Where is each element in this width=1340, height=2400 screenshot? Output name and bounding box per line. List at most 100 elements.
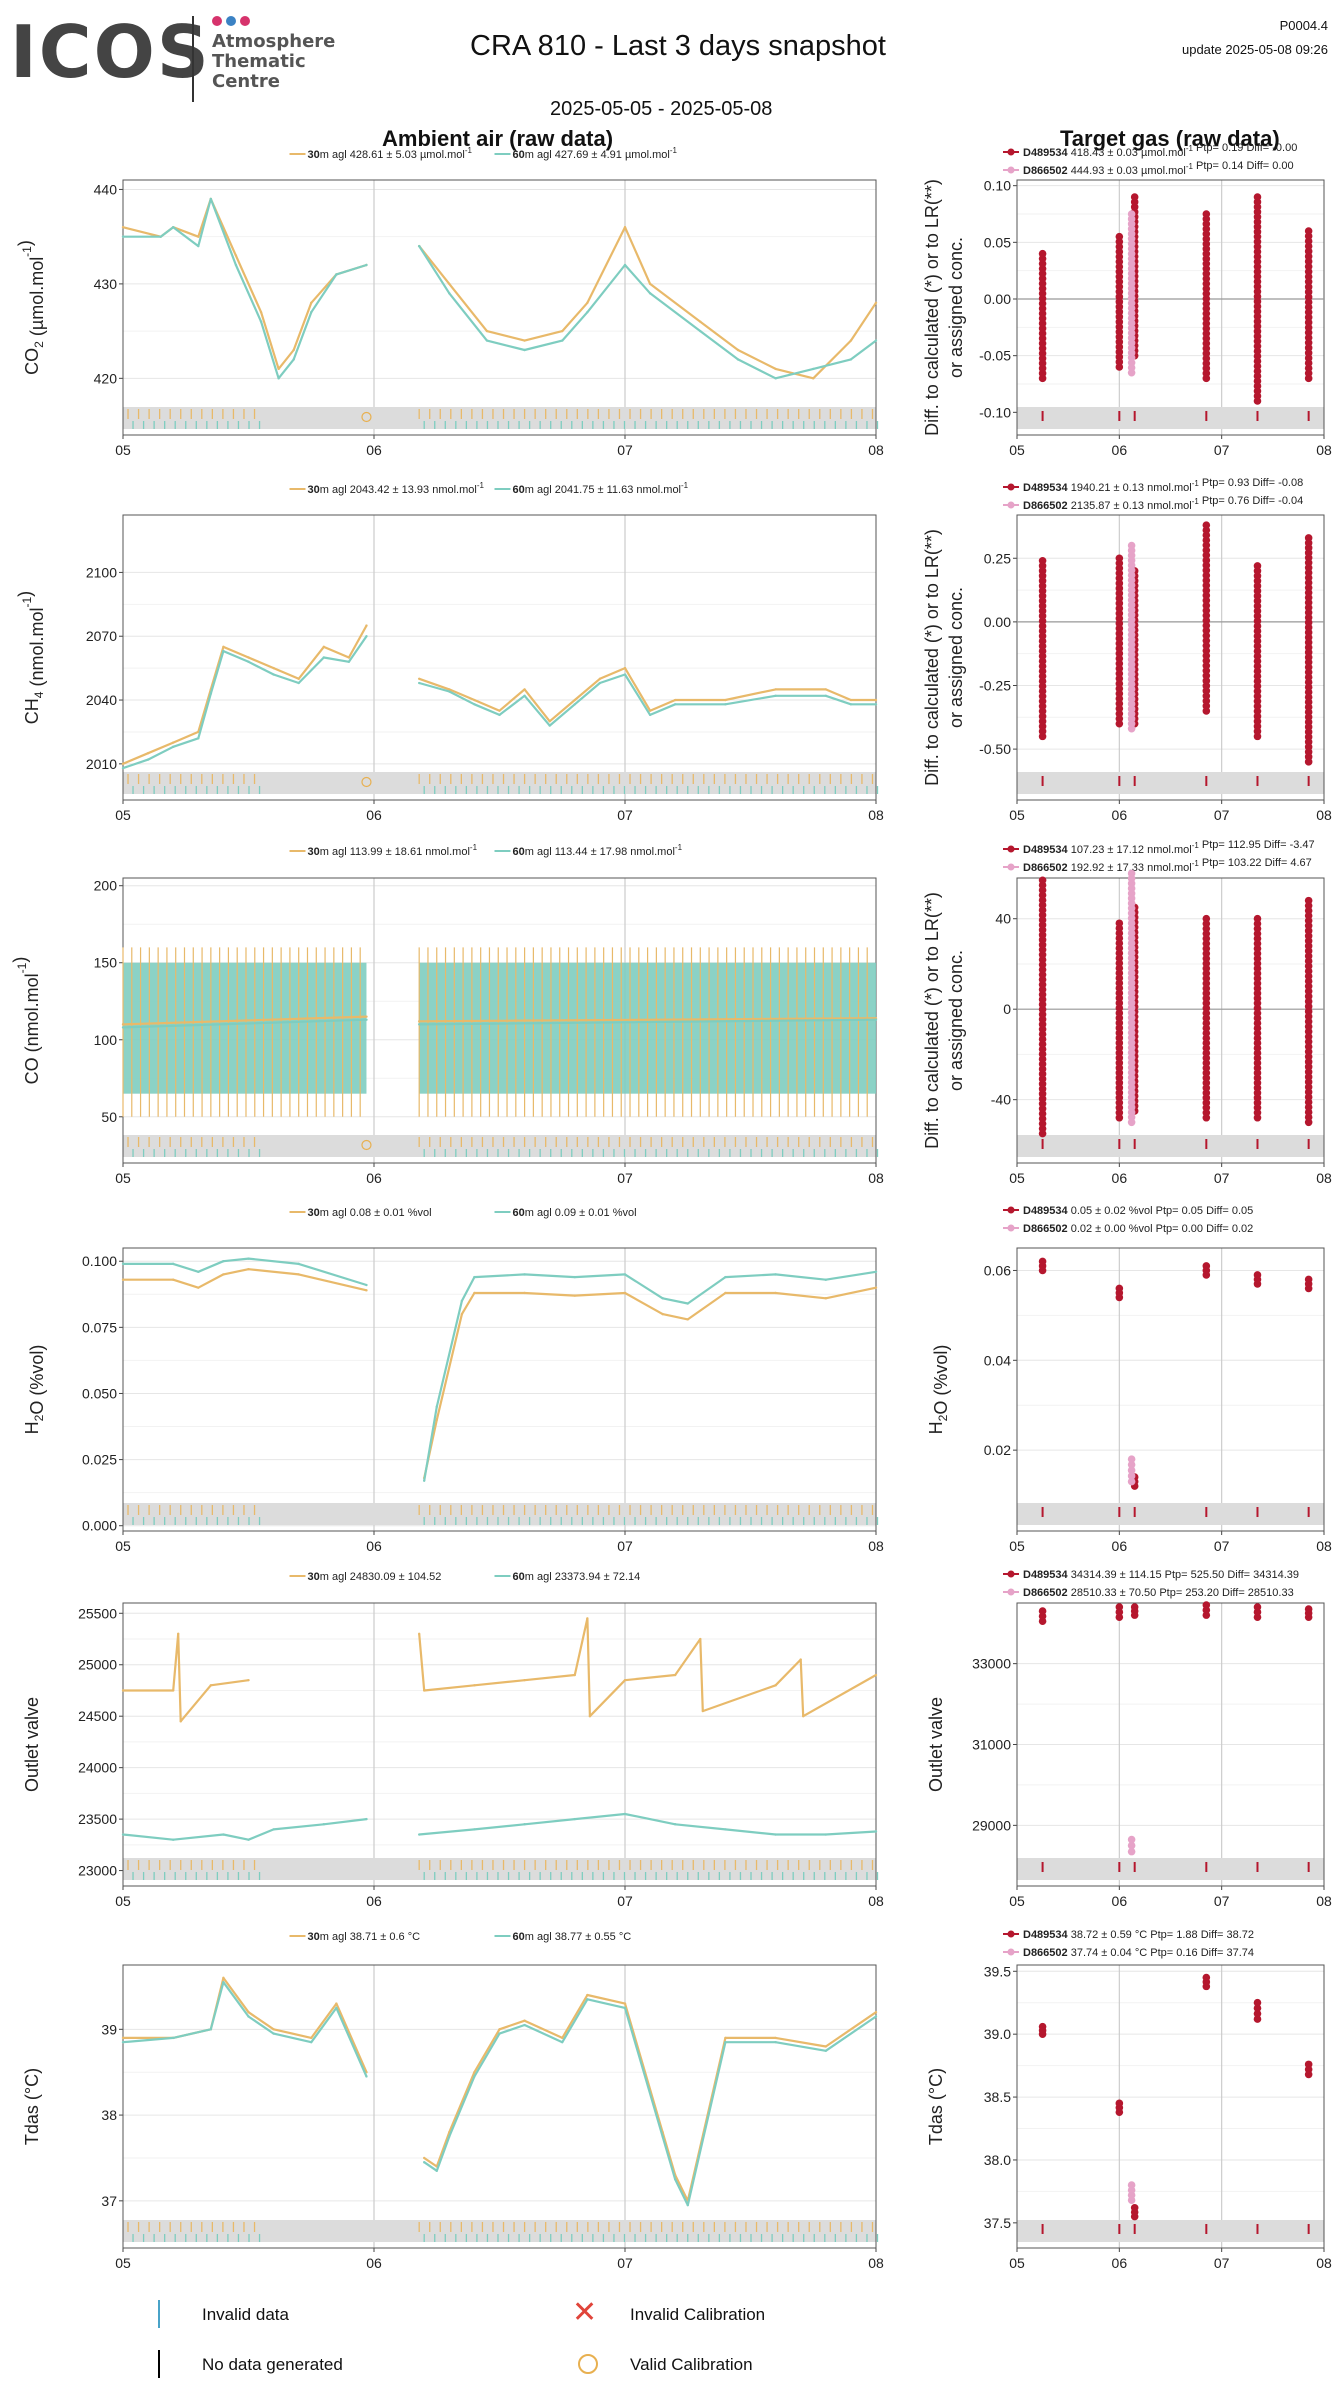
- data-point: [523, 1678, 526, 1682]
- data-point: [586, 1998, 589, 2001]
- data-point: [498, 2032, 501, 2035]
- data-point: [448, 690, 451, 693]
- y-tick-label: 0.00: [984, 291, 1011, 307]
- y-axis-label: Outlet valve: [22, 1697, 42, 1792]
- data-point: [586, 301, 589, 304]
- data-point: [222, 1980, 225, 1984]
- legend-entry: 30m agl 428.61 ± 5.03 µmol.mol-1: [308, 146, 473, 161]
- data-point: [774, 688, 777, 691]
- x-tick-label: 05: [115, 807, 131, 823]
- data-point: [561, 339, 564, 342]
- y-axis-label: H2O (%vol): [926, 1345, 951, 1435]
- data-point: [172, 745, 175, 749]
- flag-band: [1017, 2220, 1324, 2242]
- data-point: [824, 694, 827, 697]
- legend-entry: D866502 0.02 ± 0.00 %vol Ptp= 0.00 Diff=…: [1023, 1223, 1253, 1235]
- data-point: [874, 301, 878, 304]
- data-point: [365, 2075, 368, 2078]
- invalid-calibration-label: Invalid Calibration: [630, 2305, 766, 2324]
- legend-entry: D489534 107.23 ± 17.12 nmol.mol-1 Ptp= 1…: [1023, 839, 1315, 856]
- data-point: [172, 1838, 175, 1841]
- data-point: [222, 1976, 225, 1980]
- invalid-data-symbol: [158, 2300, 160, 2328]
- target-point: [1130, 2203, 1139, 2212]
- data-point: [222, 1833, 225, 1836]
- y-tick-label: 2070: [86, 628, 117, 644]
- data-point: [121, 1689, 125, 1692]
- data-point: [661, 1297, 664, 1300]
- x-tick-label: 07: [1214, 2255, 1230, 2271]
- y-tick-label: 0.00: [984, 614, 1011, 630]
- legend: 30m agl 113.99 ± 18.61 nmol.mol-1 60m agl…: [289, 843, 683, 858]
- y-tick-label: 40: [995, 911, 1011, 927]
- y-tick-label: -40: [991, 1092, 1011, 1108]
- data-point: [222, 1273, 225, 1276]
- series-line-30m-agl: [123, 1976, 877, 2202]
- chart-co_target: -40 0 40 05 06 07 08 Diff. to calculated (*) or…: [922, 839, 1332, 1186]
- y-tick-label: 0.000: [82, 1518, 117, 1534]
- data-point: [623, 1273, 627, 1276]
- data-point: [423, 2161, 426, 2164]
- data-point: [259, 320, 263, 323]
- data-point: [448, 292, 451, 295]
- data-point: [209, 2028, 213, 2031]
- x-tick-label: 08: [868, 807, 884, 823]
- y-tick-label: 39.5: [984, 1963, 1011, 1979]
- legend-entry: D489534 1940.21 ± 0.13 nmol.mol-1 Ptp= 0…: [1023, 477, 1303, 494]
- legend-entry: 30m agl 0.08 ± 0.01 %vol: [308, 1207, 432, 1219]
- data-point: [209, 1684, 213, 1687]
- x-tick-label: 07: [617, 1538, 633, 1554]
- target-point: [1253, 1271, 1262, 1279]
- data-point: [297, 1262, 300, 1266]
- data-point: [623, 1678, 627, 1682]
- flag-band: [123, 772, 876, 794]
- valid-calibration-icon: [578, 2354, 598, 2374]
- x-tick-label: 07: [617, 442, 633, 458]
- data-point: [774, 694, 777, 697]
- x-tick-label: 05: [115, 1170, 131, 1186]
- x-tick-label: 05: [1009, 1893, 1025, 1909]
- y-tick-label: 31000: [972, 1737, 1011, 1753]
- x-tick-label: 08: [868, 1893, 884, 1909]
- data-point: [523, 1291, 526, 1295]
- data-point: [573, 1817, 576, 1821]
- data-point: [812, 367, 815, 371]
- legend-dot: [1007, 501, 1015, 509]
- target-point: [1127, 1472, 1136, 1480]
- data-point: [460, 1312, 464, 1316]
- data-point: [523, 688, 526, 691]
- data-point: [661, 1312, 664, 1316]
- data-point: [523, 694, 526, 697]
- data-point: [573, 1275, 576, 1279]
- data-point: [561, 2040, 564, 2044]
- x-tick-label: 05: [115, 2255, 131, 2271]
- data-point: [322, 1823, 325, 1826]
- data-point: [322, 645, 325, 649]
- legend-entry: D866502 444.93 ± 0.03 µmol.mol-1 Ptp= 0.…: [1023, 160, 1294, 177]
- data-point: [272, 2028, 275, 2031]
- flag-band: [1017, 1858, 1324, 1880]
- data-point: [209, 692, 213, 695]
- data-point: [824, 1833, 827, 1836]
- data-point: [699, 329, 702, 333]
- target-point: [1038, 876, 1047, 885]
- data-point: [724, 2040, 727, 2044]
- logo-subtitle-line-1: Atmosphere: [212, 31, 336, 52]
- data-point: [648, 709, 652, 712]
- data-point: [774, 1273, 777, 1276]
- target-point: [1253, 2015, 1262, 2023]
- data-point: [435, 1418, 438, 1422]
- flag-band: [1017, 407, 1324, 429]
- no-data-label: No data generated: [202, 2355, 343, 2374]
- chart-tdas_ambient: 37 38 39 05 06 07 08 Tdas (°C) 30m agl 38.71 ± 0…: [22, 1931, 884, 2271]
- data-point: [292, 358, 295, 361]
- y-tick-label: 0.02: [984, 1442, 1011, 1458]
- legend-dot: [1007, 1948, 1015, 1956]
- y-tick-label: 0.025: [82, 1452, 117, 1468]
- legend-entry: D489534 34314.39 ± 114.15 Ptp= 525.50 Di…: [1023, 1569, 1299, 1581]
- y-tick-label: 0.06: [984, 1262, 1011, 1278]
- y-tick-label: -0.50: [979, 741, 1011, 757]
- target-point: [1304, 2060, 1313, 2069]
- data-point: [417, 677, 421, 680]
- data-point: [648, 292, 652, 295]
